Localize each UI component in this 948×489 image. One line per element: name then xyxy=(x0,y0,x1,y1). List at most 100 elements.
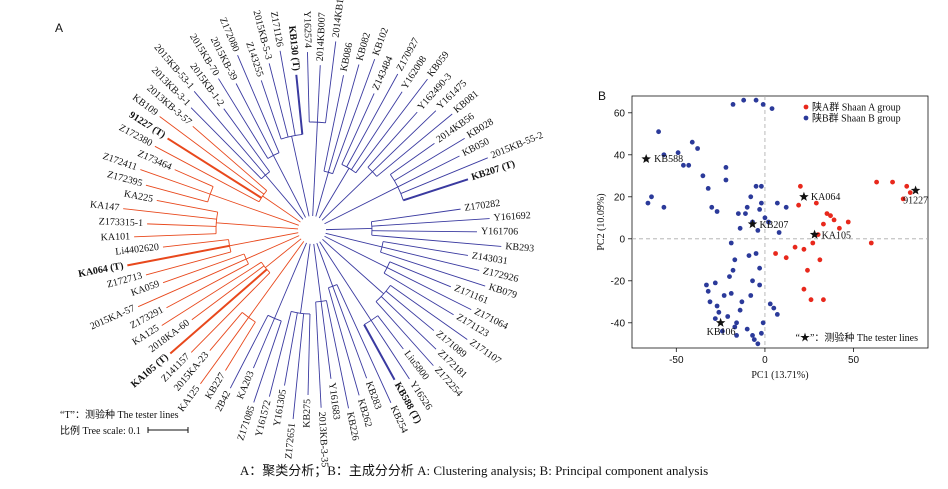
point-shaan-a xyxy=(805,267,810,273)
tree-stem xyxy=(209,193,299,226)
point-shaan-b xyxy=(767,301,773,307)
tree-branch xyxy=(134,233,217,238)
point-shaan-b xyxy=(774,200,780,206)
tree-leaf-label: Y162574 xyxy=(301,11,313,49)
tree-branch xyxy=(375,301,434,366)
tree-stem xyxy=(274,242,307,319)
tester-label: KA064 xyxy=(811,192,840,203)
tree-leaf-label: Li4402620 xyxy=(115,242,160,258)
tree-branch xyxy=(372,110,437,173)
tree-leaf-label: KA225 xyxy=(123,189,154,205)
tree-branch xyxy=(229,315,269,389)
legend-marker xyxy=(803,104,809,110)
tree-stem xyxy=(319,241,372,321)
point-shaan-b xyxy=(656,129,661,135)
tree-branch xyxy=(190,107,262,180)
tree-stem xyxy=(265,174,304,220)
tree-branch xyxy=(380,296,437,350)
point-shaan-a xyxy=(797,183,803,189)
tree-branch xyxy=(386,267,472,311)
tree-branch xyxy=(336,284,392,404)
point-shaan-b xyxy=(732,324,738,330)
tester-star xyxy=(641,154,651,164)
tree-branch xyxy=(191,265,265,321)
tree-branch xyxy=(320,301,332,379)
tree-branch xyxy=(371,208,461,223)
point-shaan-b xyxy=(675,150,681,156)
tree-branch xyxy=(123,208,217,220)
tree-stem xyxy=(272,155,306,218)
tree-leaf-label: KB086 xyxy=(339,42,356,73)
tree-branch xyxy=(355,78,428,174)
tree-stem xyxy=(322,238,384,295)
tree-leaf-label: KA101 xyxy=(100,231,130,243)
x-tick-label: 0 xyxy=(762,355,768,366)
point-shaan-b xyxy=(732,257,738,263)
point-shaan-b xyxy=(744,326,750,332)
tree-branch xyxy=(389,261,452,288)
tree-branch xyxy=(253,320,282,403)
tree-branch xyxy=(145,184,208,203)
tree-leaf-label: Z172411 xyxy=(101,151,138,173)
tree-leaf-label: KB275 xyxy=(302,399,314,428)
point-shaan-a xyxy=(868,240,874,246)
tree-branch xyxy=(390,284,468,340)
tester-legend: “★”：测验种 The tester lines xyxy=(796,331,919,344)
tree-branch xyxy=(341,93,375,165)
tree-stem xyxy=(316,242,334,287)
point-shaan-b xyxy=(723,165,729,170)
point-shaan-b xyxy=(753,97,759,103)
point-shaan-b xyxy=(734,320,739,326)
point-shaan-b xyxy=(649,194,654,200)
point-shaan-b xyxy=(753,183,759,189)
point-shaan-b xyxy=(755,341,761,347)
tree-stem xyxy=(318,168,350,219)
point-shaan-b xyxy=(709,204,715,210)
point-shaan-b xyxy=(723,177,729,183)
y-tick-label: 60 xyxy=(614,108,626,119)
tree-branch xyxy=(325,41,337,123)
point-shaan-b xyxy=(695,146,700,151)
tester-note: “T”：测验种 The tester lines xyxy=(60,408,179,421)
tree-leaf-label: Y161683 xyxy=(326,382,342,420)
tree-leaf-label: KB226 xyxy=(344,411,361,442)
point-shaan-a xyxy=(783,255,789,261)
tree-branch xyxy=(390,142,435,175)
point-shaan-b xyxy=(730,267,736,273)
tree-branch xyxy=(162,239,229,248)
tree-branch xyxy=(253,318,275,369)
point-shaan-b xyxy=(776,230,782,235)
tree-branch xyxy=(268,311,292,397)
figure-caption: A：聚类分析；B：主成分分析 A: Clustering analysis; B… xyxy=(239,463,709,478)
tree-leaf-label: 2014KB109 xyxy=(331,0,348,38)
point-shaan-a xyxy=(817,257,823,263)
point-shaan-b xyxy=(748,293,754,298)
tree-branch xyxy=(284,312,298,386)
point-shaan-b xyxy=(727,274,732,279)
tree-leaf-label: Z171107 xyxy=(467,337,503,367)
legend-label: 陕B群 Shaan B group xyxy=(812,112,901,125)
tree-leaf-label: Y161572 xyxy=(254,399,274,438)
tree-branch xyxy=(145,251,232,276)
tester-star xyxy=(910,185,921,195)
tree-leaf-label: KA203 xyxy=(235,370,257,401)
tree-branch xyxy=(371,218,490,227)
tree-leaf-label: 2014KB007 xyxy=(315,12,328,61)
tree-stem xyxy=(291,136,310,217)
tree-stem xyxy=(216,222,299,230)
legend-marker xyxy=(803,115,809,121)
point-shaan-a xyxy=(824,211,830,217)
y-tick-label: 40 xyxy=(614,150,626,161)
tree-branch xyxy=(167,137,262,199)
point-shaan-a xyxy=(821,297,826,303)
tree-branch xyxy=(295,74,304,135)
point-shaan-a xyxy=(801,246,807,252)
tree-leaf-label: KB050 xyxy=(460,136,491,159)
point-shaan-b xyxy=(762,215,768,221)
tree-branch xyxy=(402,178,469,202)
point-shaan-a xyxy=(796,202,802,208)
tree-branch xyxy=(190,272,271,353)
point-shaan-b xyxy=(721,293,727,298)
tree-stem xyxy=(325,232,383,248)
